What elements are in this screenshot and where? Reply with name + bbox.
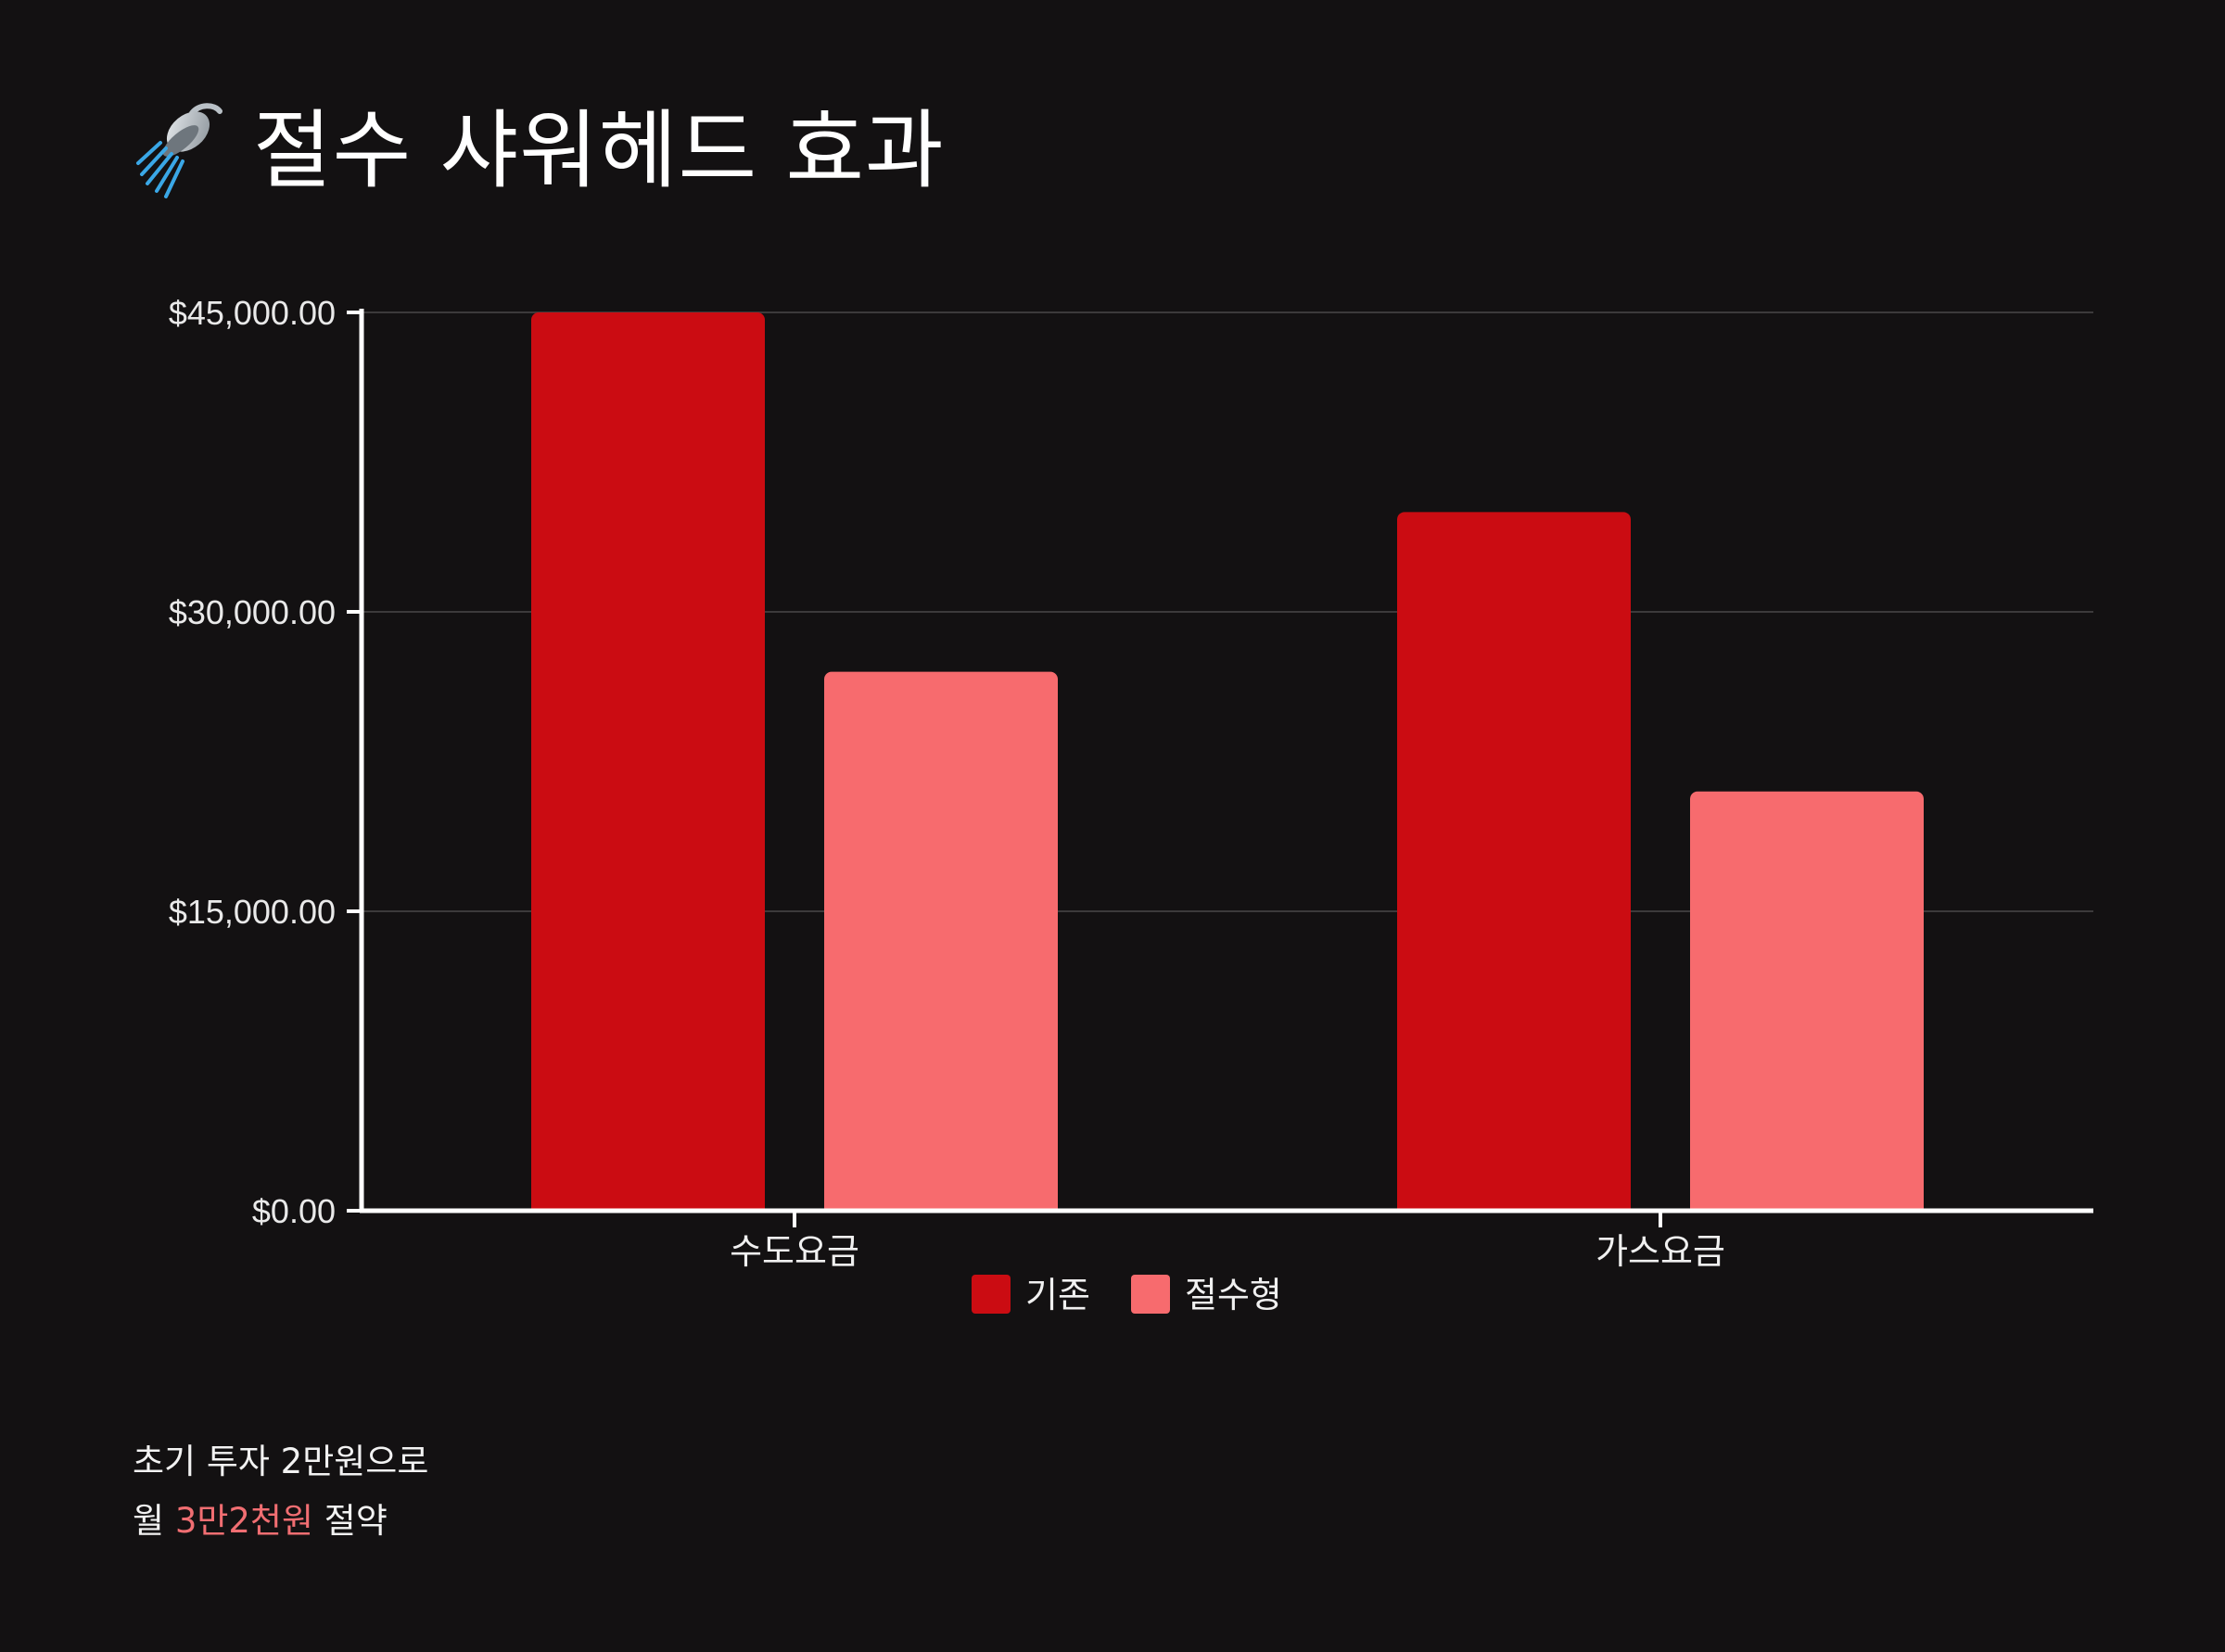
y-tick-label: $45,000.00 <box>169 294 336 332</box>
legend-label-기존: 기존 <box>1025 1275 1090 1315</box>
x-tick-label: 가스요금 <box>1596 1231 1725 1272</box>
y-tick-label: $15,000.00 <box>169 893 336 931</box>
chart-title: 절수 샤워헤드 효과 <box>253 101 945 200</box>
bar-base <box>1397 1200 1631 1211</box>
bar-base <box>1690 1200 1924 1211</box>
note-line-2: 월 3만2천원 절약 <box>133 1492 428 1551</box>
savings-highlight: 3만2천원 <box>174 1501 314 1541</box>
title-row: 절수 샤워헤드 효과 <box>134 100 945 202</box>
legend-label-절수형: 절수형 <box>1185 1275 1282 1315</box>
note-line-1: 초기 투자 2만원으로 <box>133 1442 429 1481</box>
bar-절수형-수도요금 <box>824 671 1058 1211</box>
bar-기존-수도요금 <box>531 312 765 1211</box>
legend-swatch-기존 <box>972 1275 1011 1314</box>
bar-base <box>824 1200 1058 1211</box>
x-tick-label: 수도요금 <box>730 1231 859 1272</box>
legend-swatch-절수형 <box>1131 1275 1170 1314</box>
note-prefix: 월 <box>133 1501 175 1541</box>
note-suffix: 절약 <box>313 1501 388 1541</box>
bar-기존-가스요금 <box>1397 512 1631 1211</box>
bar-절수형-가스요금 <box>1690 791 1924 1211</box>
y-tick-label: $30,000.00 <box>169 593 336 631</box>
summary-note: 초기 투자 2만원으로 월 3만2천원 절약 <box>133 1432 428 1551</box>
bar-base <box>531 1200 765 1211</box>
y-tick-label: $0.00 <box>252 1192 336 1230</box>
shower-icon <box>136 103 222 198</box>
